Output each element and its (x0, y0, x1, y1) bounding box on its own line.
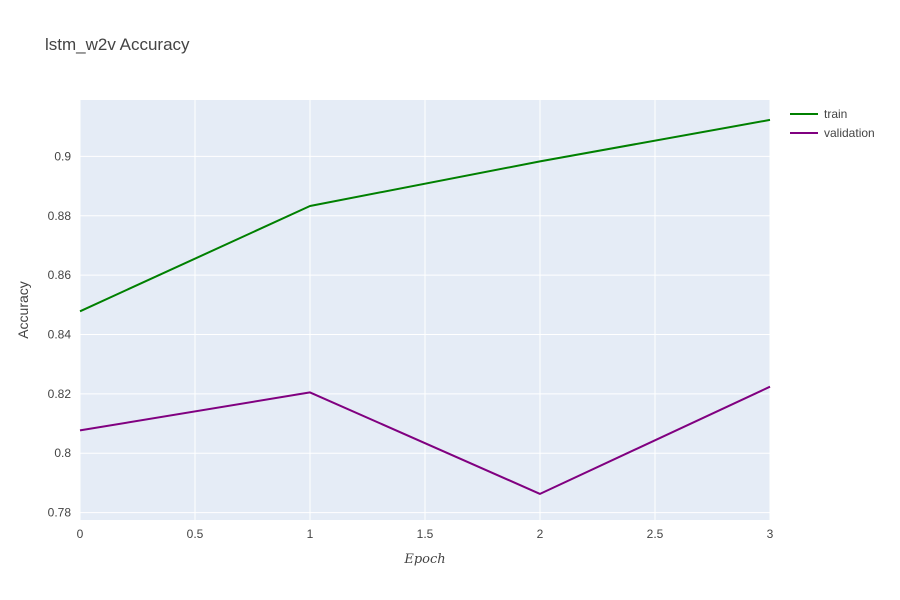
y-tick-label: 0.88 (48, 209, 72, 223)
y-tick-label: 0.84 (48, 327, 72, 341)
x-tick-label: 0 (77, 527, 84, 541)
series-lines (79, 118, 771, 495)
x-axis-ticks: 0 0.5 1 1.5 2 2.5 3 (77, 527, 774, 541)
series-line-validation (79, 385, 771, 495)
y-axis-ticks: 0.78 0.8 0.82 0.84 0.86 0.88 0.9 (48, 149, 72, 519)
x-tick-label: 2.5 (647, 527, 664, 541)
legend-label-validation[interactable]: validation (824, 126, 875, 140)
legend: train validation (790, 107, 875, 140)
y-tick-label: 0.8 (54, 446, 71, 460)
x-tick-label: 1.5 (417, 527, 434, 541)
y-tick-label: 0.78 (48, 506, 72, 520)
x-tick-label: 3 (767, 527, 774, 541)
x-tick-label: 1 (307, 527, 314, 541)
grid-lines (79, 100, 771, 520)
x-tick-label: 0.5 (187, 527, 204, 541)
x-axis-label: Epoch (403, 552, 445, 567)
y-tick-label: 0.9 (54, 149, 71, 163)
chart-title: lstm_w2v Accuracy (45, 35, 190, 54)
x-tick-label: 2 (537, 527, 544, 541)
y-tick-label: 0.82 (48, 387, 72, 401)
y-tick-label: 0.86 (48, 268, 72, 282)
legend-label-train[interactable]: train (824, 107, 847, 121)
y-axis-label: Accuracy (15, 281, 31, 339)
series-line-train (79, 118, 771, 313)
